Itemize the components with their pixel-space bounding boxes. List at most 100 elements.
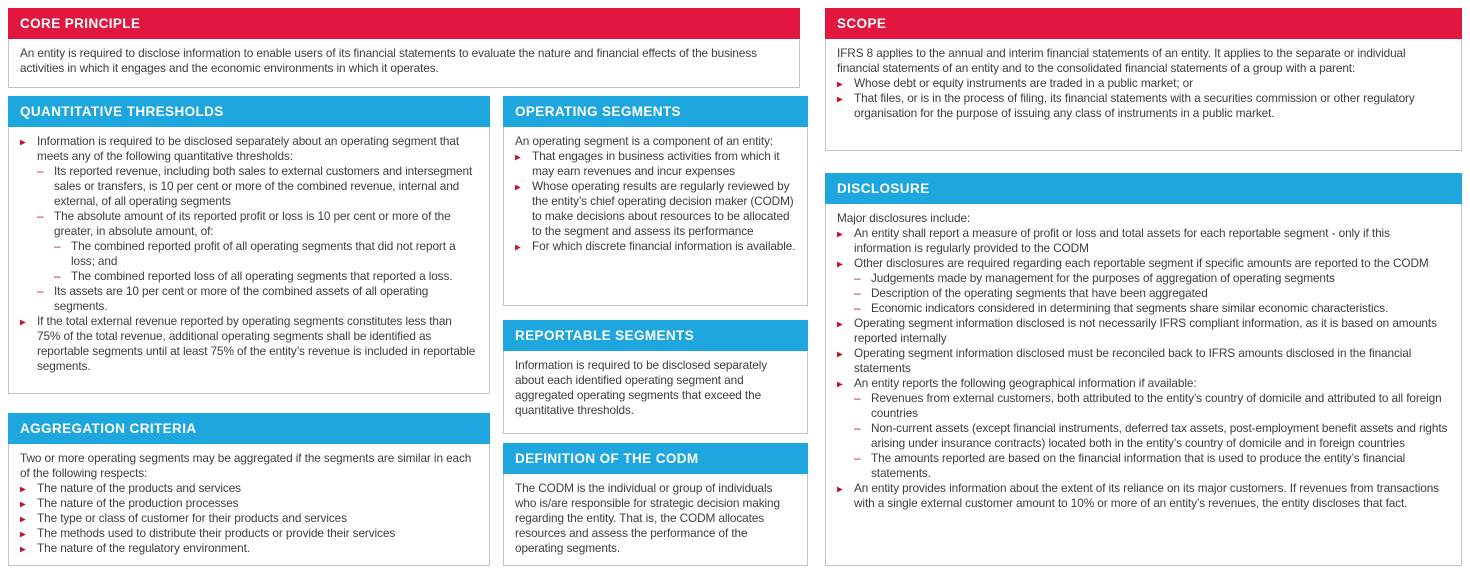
dash-bullet-icon: – (854, 286, 861, 300)
list-item-text: Operating segment information disclosed … (854, 346, 1412, 375)
list-item: – Its assets are 10 per cent or more of t… (20, 284, 478, 314)
list-item: ▶ The nature of the products and services (20, 481, 478, 496)
list-item-text: Other disclosures are required regarding… (854, 256, 1429, 270)
dash-bullet-icon: – (854, 391, 861, 405)
arrow-bullet-icon: ▶ (20, 544, 26, 554)
list-item-text: The nature of the products and services (37, 481, 241, 495)
list-item: ▶ An entity reports the following geograp… (837, 376, 1450, 391)
panel-aggregation-criteria: AGGREGATION CRITERIA Two or more operati… (8, 413, 490, 566)
list-item-text: The nature of the production processes (37, 496, 239, 510)
dash-bullet-icon: – (37, 284, 44, 298)
arrow-bullet-icon: ▶ (837, 349, 843, 359)
dash-bullet-icon: – (54, 269, 61, 283)
list-item-text: Major disclosures include: (837, 211, 971, 225)
list-item-text: Information is required to be disclosed … (515, 358, 768, 417)
list-item-text: Two or more operating segments may be ag… (20, 451, 472, 480)
list-item-text: The absolute amount of its reported prof… (54, 209, 451, 238)
list-item: ▶ The type or class of customer for their… (20, 511, 478, 526)
list-item: ▶ Information is required to be disclosed… (20, 134, 478, 164)
list-item: Information is required to be disclosed … (515, 358, 796, 418)
panel-disclosure: DISCLOSURE Major disclosures include: ▶ An… (825, 173, 1462, 566)
arrow-bullet-icon: ▶ (837, 379, 843, 389)
panel-aggregation-criteria-header: AGGREGATION CRITERIA (8, 413, 490, 444)
list-item-text: Its assets are 10 per cent or more of th… (54, 284, 429, 313)
arrow-bullet-icon: ▶ (837, 259, 843, 269)
list-item: ▶ Whose operating results are regularly r… (515, 179, 796, 239)
list-item: ▶ For which discrete financial informatio… (515, 239, 796, 254)
list-item-text: An operating segment is a component of a… (515, 134, 774, 148)
list-item-text: An entity is required to disclose inform… (20, 46, 757, 75)
list-item: ▶ That engages in business activities fro… (515, 149, 796, 179)
list-item-text: An entity reports the following geograph… (854, 376, 1197, 390)
panel-title: SCOPE (837, 16, 887, 31)
panel-disclosure-header: DISCLOSURE (825, 173, 1462, 204)
list-item: ▶ An entity shall report a measure of pro… (837, 226, 1450, 256)
panel-operating-segments-body: An operating segment is a component of a… (503, 127, 808, 306)
list-item: – Revenues from external customers, both … (837, 391, 1450, 421)
list-item-text: The combined reported profit of all oper… (71, 239, 456, 268)
arrow-bullet-icon: ▶ (515, 152, 521, 162)
panel-definition-of-the-codm-body: The CODM is the individual or group of i… (503, 474, 808, 566)
list-item-text: That engages in business activities from… (532, 149, 780, 178)
panel-core-principle-header: CORE PRINCIPLE (8, 8, 800, 39)
arrow-bullet-icon: ▶ (837, 229, 843, 239)
dash-bullet-icon: – (854, 271, 861, 285)
list-item-text: Economic indicators considered in determ… (871, 301, 1389, 315)
panel-quantitative-thresholds-header: QUANTITATIVE THRESHOLDS (8, 96, 490, 127)
panel-title: REPORTABLE SEGMENTS (515, 328, 695, 343)
list-item-text: An entity shall report a measure of prof… (854, 226, 1390, 255)
panel-scope-body: IFRS 8 applies to the annual and interim… (825, 39, 1462, 151)
arrow-bullet-icon: ▶ (20, 317, 26, 327)
list-item-text: Whose debt or equity instruments are tra… (854, 76, 1193, 90)
arrow-bullet-icon: ▶ (20, 137, 26, 147)
panel-scope-header: SCOPE (825, 8, 1462, 39)
arrow-bullet-icon: ▶ (20, 499, 26, 509)
dash-bullet-icon: – (854, 301, 861, 315)
list-item: ▶ Other disclosures are required regardin… (837, 256, 1450, 271)
panel-reportable-segments: REPORTABLE SEGMENTS Information is requi… (503, 320, 808, 434)
list-item-text: IFRS 8 applies to the annual and interim… (837, 46, 1406, 75)
panel-aggregation-criteria-body: Two or more operating segments may be ag… (8, 444, 490, 566)
arrow-bullet-icon: ▶ (515, 242, 521, 252)
list-item: – The amounts reported are based on the f… (837, 451, 1450, 481)
panel-operating-segments-header: OPERATING SEGMENTS (503, 96, 808, 127)
dash-bullet-icon: – (54, 239, 61, 253)
list-item-text: Whose operating results are regularly re… (532, 179, 794, 238)
list-item: ▶ The nature of the production processes (20, 496, 478, 511)
list-item: An entity is required to disclose inform… (20, 46, 788, 76)
list-item-text: Information is required to be disclosed … (37, 134, 459, 163)
list-item: ▶ Operating segment information disclosed… (837, 346, 1450, 376)
panel-title: QUANTITATIVE THRESHOLDS (20, 104, 224, 119)
panel-core-principle-body: An entity is required to disclose inform… (8, 39, 800, 88)
arrow-bullet-icon: ▶ (20, 529, 26, 539)
list-item: An operating segment is a component of a… (515, 134, 796, 149)
panel-definition-of-the-codm: DEFINITION OF THE CODM The CODM is the i… (503, 443, 808, 566)
panel-title: DISCLOSURE (837, 181, 930, 196)
list-item: – The combined reported profit of all ope… (20, 239, 478, 269)
dash-bullet-icon: – (854, 421, 861, 435)
panel-title: CORE PRINCIPLE (20, 16, 141, 31)
list-item-text: Operating segment information disclosed … (854, 316, 1437, 345)
list-item: The CODM is the individual or group of i… (515, 481, 796, 556)
list-item-text: The CODM is the individual or group of i… (515, 481, 780, 555)
list-item-text: The methods used to distribute their pro… (37, 526, 396, 540)
list-item: – Judgements made by management for the p… (837, 271, 1450, 286)
dash-bullet-icon: – (37, 209, 44, 223)
panel-scope: SCOPE IFRS 8 applies to the annual and i… (825, 8, 1462, 151)
panel-title: AGGREGATION CRITERIA (20, 421, 197, 436)
list-item: – Non-current assets (except financial in… (837, 421, 1450, 451)
list-item-text: An entity provides information about the… (854, 481, 1439, 510)
list-item: – Description of the operating segments t… (837, 286, 1450, 301)
list-item: ▶ Whose debt or equity instruments are tr… (837, 76, 1450, 91)
panel-title: DEFINITION OF THE CODM (515, 451, 699, 466)
list-item: – The combined reported loss of all opera… (20, 269, 478, 284)
list-item: Major disclosures include: (837, 211, 1450, 226)
dash-bullet-icon: – (37, 164, 44, 178)
list-item: – Economic indicators considered in deter… (837, 301, 1450, 316)
list-item: IFRS 8 applies to the annual and interim… (837, 46, 1450, 76)
list-item-text: Revenues from external customers, both a… (871, 391, 1442, 420)
list-item-text: The nature of the regulatory environment… (37, 541, 250, 555)
panel-reportable-segments-header: REPORTABLE SEGMENTS (503, 320, 808, 351)
arrow-bullet-icon: ▶ (837, 484, 843, 494)
